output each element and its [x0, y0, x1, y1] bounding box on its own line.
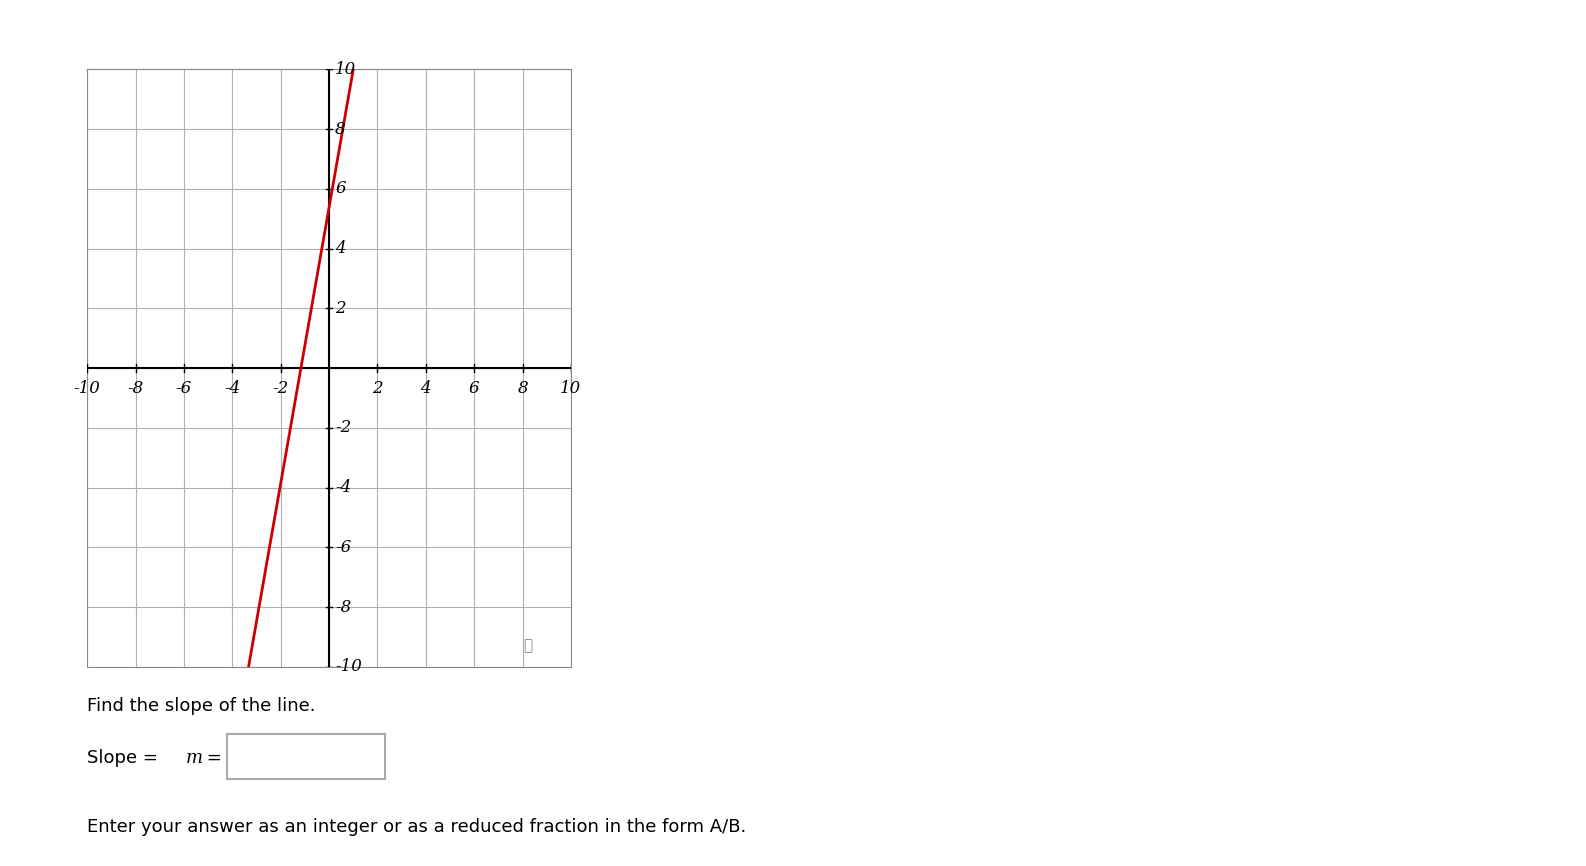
Text: =: =: [201, 749, 222, 767]
Text: -4: -4: [335, 479, 352, 496]
Text: 10: 10: [335, 61, 357, 78]
Text: -4: -4: [224, 380, 241, 397]
Text: Slope =: Slope =: [87, 749, 163, 767]
Text: -6: -6: [335, 539, 352, 556]
Text: 6: 6: [335, 180, 346, 197]
Text: 🔍: 🔍: [523, 638, 531, 654]
Text: -6: -6: [176, 380, 192, 397]
Text: 4: 4: [420, 380, 431, 397]
Text: -8: -8: [335, 598, 352, 616]
Text: 8: 8: [517, 380, 528, 397]
Text: 2: 2: [373, 380, 382, 397]
Text: 10: 10: [560, 380, 582, 397]
Text: -2: -2: [273, 380, 289, 397]
Text: -10: -10: [75, 380, 100, 397]
Text: Enter your answer as an integer or as a reduced fraction in the form A/B.: Enter your answer as an integer or as a …: [87, 818, 747, 837]
Text: -2: -2: [335, 419, 352, 436]
Text: -10: -10: [335, 658, 362, 675]
Text: m: m: [186, 749, 203, 767]
Text: 4: 4: [335, 240, 346, 257]
Text: 6: 6: [469, 380, 479, 397]
Text: 8: 8: [335, 120, 346, 138]
Text: Find the slope of the line.: Find the slope of the line.: [87, 697, 316, 715]
Text: 2: 2: [335, 300, 346, 317]
Text: -8: -8: [127, 380, 144, 397]
